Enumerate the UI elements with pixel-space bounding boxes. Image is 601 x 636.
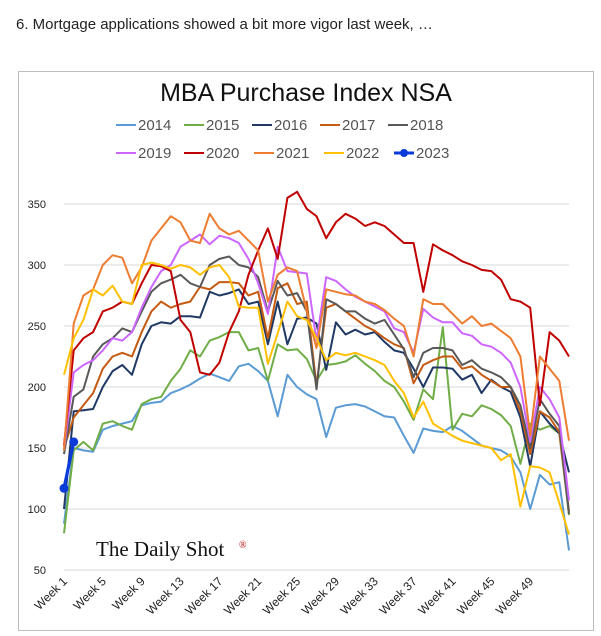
series-line-2015 — [63, 326, 570, 534]
legend: 2014 2015 2016 2017 2018 2019 2020 2021 2022 2023 — [116, 117, 449, 162]
legend-label-2016: 2016 — [274, 117, 307, 134]
x-tick-label: Week 9 — [109, 574, 148, 613]
x-tick-label: Week 29 — [299, 574, 342, 617]
x-tick-label: Week 49 — [493, 574, 536, 617]
y-tick-label: 200 — [28, 382, 46, 394]
series-line-2014 — [63, 362, 570, 551]
y-tick-label: 150 — [28, 443, 46, 455]
x-tick-label: Week 1 — [32, 574, 71, 613]
caption: 6. Mortgage applications showed a bit mo… — [16, 16, 433, 33]
series-line-2018 — [63, 255, 570, 515]
x-tick-label: Week 13 — [143, 574, 186, 617]
x-tick-label: Week 21 — [221, 574, 264, 617]
legend-marker-2023 — [400, 149, 408, 157]
series-line-2021 — [63, 212, 570, 451]
legend-label-2023: 2023 — [416, 145, 449, 162]
legend-label-2018: 2018 — [410, 117, 443, 134]
x-tick-label: Week 33 — [338, 574, 381, 617]
y-tick-label: 100 — [28, 504, 46, 516]
y-tick-label: 50 — [34, 565, 46, 577]
logo-text: The Daily Shot — [96, 537, 224, 561]
legend-label-2015: 2015 — [206, 117, 239, 134]
y-tick-label: 250 — [28, 321, 46, 333]
y-axis-ticks: 50 100 150 200 250 300 350 — [28, 199, 46, 577]
x-tick-label: Week 41 — [415, 574, 458, 617]
legend-label-2022: 2022 — [346, 145, 379, 162]
mba-purchase-index-chart: MBA Purchase Index NSA 2014 2015 2016 2017 2… — [28, 79, 570, 617]
series-line-2022 — [63, 261, 570, 535]
x-tick-label: Week 17 — [182, 574, 225, 617]
chart-title: MBA Purchase Index NSA — [160, 79, 452, 107]
legend-label-2021: 2021 — [276, 145, 309, 162]
series-point-2023 — [59, 483, 69, 493]
series-point-2023 — [69, 437, 79, 447]
legend-label-2020: 2020 — [206, 145, 239, 162]
series-line-2020 — [63, 190, 570, 446]
legend-label-2017: 2017 — [342, 117, 375, 134]
series-line-2023 — [62, 441, 76, 489]
y-tick-label: 350 — [28, 199, 46, 211]
y-tick-label: 300 — [28, 260, 46, 272]
legend-label-2014: 2014 — [138, 117, 171, 134]
series-lines — [59, 190, 570, 551]
series-line-2016 — [63, 288, 570, 510]
chart-frame: MBA Purchase Index NSA 2014 2015 2016 2017 2… — [18, 71, 594, 631]
logo-mark: ® — [239, 540, 247, 551]
legend-label-2019: 2019 — [138, 145, 171, 162]
x-tick-label: Week 45 — [454, 574, 497, 617]
x-tick-label: Week 37 — [377, 574, 420, 617]
x-tick-label: Week 5 — [70, 574, 109, 613]
x-tick-label: Week 25 — [260, 574, 303, 617]
